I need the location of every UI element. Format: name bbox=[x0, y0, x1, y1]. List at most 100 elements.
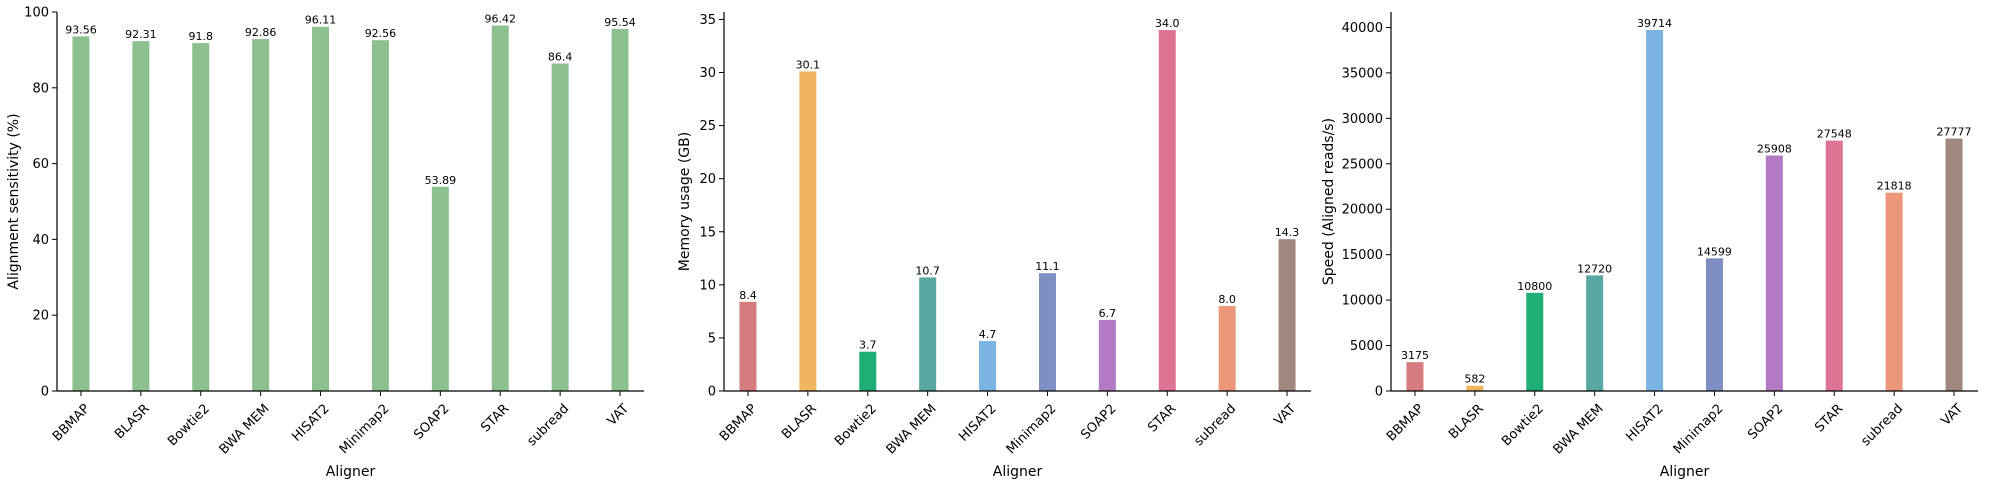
y-axis-label: Speed (Aligned reads/s) bbox=[1321, 118, 1337, 285]
x-tick-label: subread bbox=[1191, 401, 1239, 449]
data-label: 96.42 bbox=[484, 13, 516, 26]
bar-bwa-mem bbox=[1586, 275, 1604, 391]
y-tick-label: 30 bbox=[699, 66, 716, 81]
x-tick-label: HISAT2 bbox=[1623, 401, 1666, 444]
bar-vat bbox=[1278, 239, 1296, 391]
data-label: 86.4 bbox=[548, 51, 573, 64]
chart-panel-2: 0 5 10 15 20 25 30 35 8.4 BBMAP 30.1 BLASR 3.7 Bowtie… bbox=[677, 12, 1311, 480]
data-label: 10.7 bbox=[915, 264, 940, 277]
bar-blasr bbox=[799, 71, 817, 391]
y-axis-label: Alignment sensitivity (%) bbox=[6, 113, 22, 289]
y-tick-label: 25000 bbox=[1342, 157, 1383, 172]
y-tick-label: 80 bbox=[32, 81, 49, 96]
bar-bowtie2 bbox=[859, 351, 877, 391]
x-tick-label: STAR bbox=[478, 401, 512, 435]
bar-blasr bbox=[1466, 385, 1484, 391]
y-tick-label: 0 bbox=[41, 385, 49, 400]
chart-panel-3: 0 5000 10000 15000 20000 25000 30000 35000 40000… bbox=[1321, 12, 1978, 480]
x-tick-label: HISAT2 bbox=[289, 401, 332, 444]
bar-blasr bbox=[132, 41, 150, 391]
bar-soap2 bbox=[1765, 155, 1783, 391]
y-tick-label: 60 bbox=[32, 157, 49, 172]
y-tick-label: 25 bbox=[699, 119, 716, 134]
data-label: 96.11 bbox=[305, 14, 337, 27]
x-axis-label: Aligner bbox=[1660, 464, 1710, 480]
x-tick-label: Bowtie2 bbox=[1499, 401, 1547, 449]
x-tick-label: subread bbox=[1858, 401, 1906, 449]
x-tick-label: VAT bbox=[1272, 401, 1300, 429]
x-axis-label: Aligner bbox=[326, 464, 376, 480]
x-tick-label: BBMAP bbox=[50, 401, 93, 444]
bar-bowtie2 bbox=[192, 43, 210, 391]
y-tick-label: 20000 bbox=[1342, 203, 1383, 218]
data-label: 95.54 bbox=[604, 16, 636, 29]
data-label: 92.31 bbox=[125, 28, 157, 41]
x-tick-label: VAT bbox=[605, 401, 633, 429]
data-label: 10800 bbox=[1517, 280, 1552, 293]
y-tick-label: 0 bbox=[708, 385, 716, 400]
y-tick-label: 20 bbox=[32, 309, 49, 324]
data-label: 25908 bbox=[1757, 143, 1792, 156]
x-tick-label: SOAP2 bbox=[411, 401, 452, 442]
data-label: 582 bbox=[1464, 373, 1485, 386]
x-tick-label: BWA MEM bbox=[1551, 401, 1607, 457]
x-tick-label: STAR bbox=[1145, 401, 1179, 435]
y-tick-label: 0 bbox=[1375, 385, 1383, 400]
x-tick-label: Bowtie2 bbox=[832, 401, 880, 449]
bar-subread bbox=[1218, 306, 1236, 391]
bar-hisat2 bbox=[1646, 30, 1664, 391]
x-tick-label: BLASR bbox=[779, 401, 820, 442]
data-label: 91.8 bbox=[189, 30, 214, 43]
data-label: 92.56 bbox=[365, 27, 397, 40]
x-tick-label: HISAT2 bbox=[956, 401, 999, 444]
data-label: 11.1 bbox=[1035, 260, 1060, 273]
bar-subread bbox=[1885, 192, 1903, 391]
bar-minimap2 bbox=[371, 40, 389, 391]
data-label: 39714 bbox=[1637, 17, 1672, 30]
x-tick-label: BLASR bbox=[112, 401, 153, 442]
x-tick-label: Bowtie2 bbox=[165, 401, 213, 449]
x-tick-label: STAR bbox=[1812, 401, 1846, 435]
data-label: 34.0 bbox=[1155, 17, 1180, 30]
bar-bwa-mem bbox=[252, 39, 270, 391]
data-label: 53.89 bbox=[425, 174, 457, 187]
bar-bowtie2 bbox=[1526, 292, 1544, 391]
data-label: 8.0 bbox=[1218, 293, 1236, 306]
y-tick-label: 15 bbox=[699, 225, 716, 240]
y-tick-label: 30000 bbox=[1342, 112, 1383, 127]
data-label: 92.86 bbox=[245, 26, 277, 39]
x-tick-label: SOAP2 bbox=[1078, 401, 1119, 442]
data-label: 3.7 bbox=[859, 339, 877, 352]
data-label: 93.56 bbox=[65, 23, 97, 36]
y-tick-label: 5000 bbox=[1350, 339, 1383, 354]
x-tick-label: Minimap2 bbox=[1004, 401, 1060, 457]
bar-bwa-mem bbox=[919, 277, 937, 391]
data-label: 3175 bbox=[1401, 349, 1429, 362]
x-tick-label: BBMAP bbox=[1384, 401, 1427, 444]
bar-bbmap bbox=[72, 36, 90, 392]
x-tick-label: VAT bbox=[1939, 401, 1967, 429]
x-tick-label: subread bbox=[524, 401, 572, 449]
data-label: 8.4 bbox=[739, 289, 757, 302]
data-label: 6.7 bbox=[1099, 307, 1117, 320]
bar-minimap2 bbox=[1038, 273, 1056, 391]
bar-star bbox=[1158, 30, 1176, 392]
bar-hisat2 bbox=[979, 341, 997, 391]
x-tick-label: BWA MEM bbox=[217, 401, 273, 457]
bar-vat bbox=[1945, 138, 1963, 391]
bar-star bbox=[1825, 140, 1843, 391]
data-label: 21818 bbox=[1877, 180, 1912, 193]
data-label: 12720 bbox=[1577, 262, 1612, 275]
data-label: 27777 bbox=[1937, 126, 1972, 139]
data-label: 30.1 bbox=[796, 58, 821, 71]
bar-bbmap bbox=[739, 301, 757, 391]
x-tick-label: BLASR bbox=[1446, 401, 1487, 442]
data-label: 27548 bbox=[1817, 128, 1852, 141]
bar-bbmap bbox=[1406, 362, 1424, 391]
y-tick-label: 10000 bbox=[1342, 294, 1383, 309]
y-tick-label: 40000 bbox=[1342, 21, 1383, 36]
data-label: 14599 bbox=[1697, 245, 1732, 258]
y-tick-label: 15000 bbox=[1342, 248, 1383, 263]
bar-soap2 bbox=[431, 186, 449, 391]
